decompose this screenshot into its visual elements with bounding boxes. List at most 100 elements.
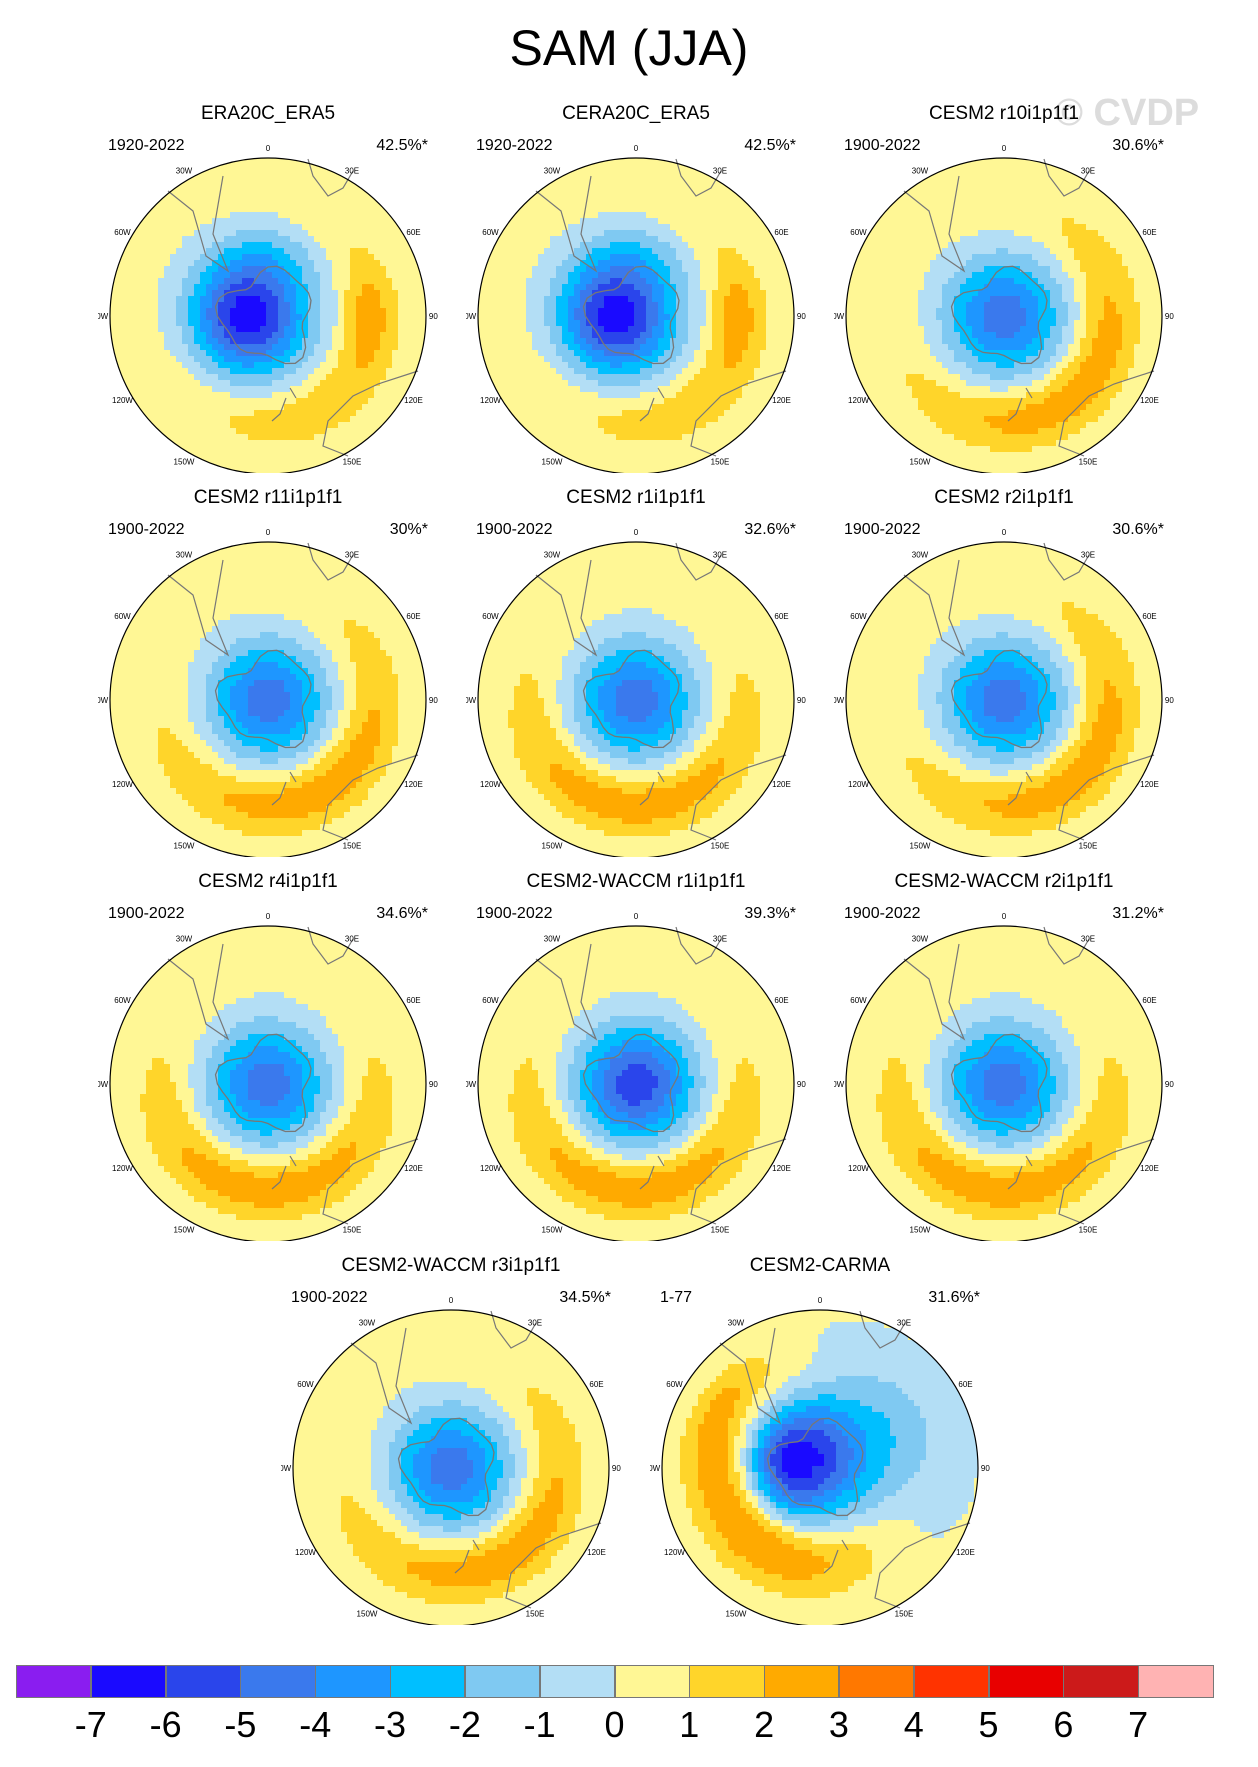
new-zealand-coastline	[639, 387, 665, 422]
colorbar-swatch	[165, 1665, 241, 1698]
field-shading	[110, 158, 426, 473]
antarctica-coastline	[950, 649, 1048, 749]
longitude-label: 30W	[176, 167, 193, 176]
south-america-coastline	[719, 1327, 782, 1425]
longitude-label: 30W	[544, 935, 561, 944]
panel-variance-percent: 32.6%*	[744, 521, 796, 539]
polar-map: 030E60E90E120E150E180150W120W90W60W30W	[98, 528, 438, 857]
longitude-label: 120E	[956, 1548, 975, 1557]
antarctica-coastline	[766, 1417, 864, 1517]
australia-coastline	[505, 1522, 602, 1609]
longitude-label: 90E	[797, 312, 806, 321]
longitude-label: 120W	[480, 396, 501, 405]
colorbar-tick-label: -4	[285, 1705, 345, 1745]
panel-period: 1900-2022	[844, 905, 921, 923]
longitude-label: 90E	[1165, 1080, 1174, 1089]
longitude-label: 60W	[482, 612, 499, 621]
panel-title: CESM2 r1i1p1f1	[466, 487, 806, 509]
panel-variance-percent: 31.6%*	[928, 1289, 980, 1307]
longitude-label: 60E	[958, 1380, 972, 1389]
map-panel: 030E60E90E120E150E180150W120W90W60W30WCE…	[834, 871, 1174, 1241]
antarctica-coastline	[582, 265, 680, 365]
colorbar-tick-label: -6	[136, 1705, 196, 1745]
longitude-label: 60W	[850, 228, 867, 237]
colorbar-swatch	[240, 1665, 316, 1698]
new-zealand-coastline	[271, 1155, 297, 1190]
antarctica-coastline	[397, 1417, 495, 1517]
polar-map: 030E60E90E120E150E180150W120W90W60W30W	[834, 528, 1174, 857]
longitude-label: 30W	[912, 551, 929, 560]
colorbar-swatch	[16, 1665, 92, 1698]
africa-coastline	[490, 1310, 537, 1349]
colorbar-labels: -7 -6 -5 -4 -3 -2 -1 0 1 2 3 4 5 6 7	[0, 1705, 1258, 1745]
longitude-label: 30W	[176, 551, 193, 560]
longitude-label: 60E	[406, 612, 420, 621]
map-border	[109, 157, 427, 473]
africa-coastline	[307, 926, 354, 965]
field-shading	[846, 158, 1162, 473]
new-zealand-coastline	[1007, 771, 1033, 806]
new-zealand-coastline	[271, 771, 297, 806]
longitude-label: 90E	[1165, 312, 1174, 321]
longitude-label: 120W	[848, 1164, 869, 1173]
longitude-label: 150E	[343, 458, 362, 467]
longitude-label: 120W	[295, 1548, 316, 1557]
longitude-label: 60E	[774, 228, 788, 237]
longitude-label: 30E	[713, 551, 727, 560]
south-america-coastline	[167, 943, 230, 1041]
map-border	[661, 1309, 979, 1625]
colorbar-swatch	[464, 1665, 541, 1698]
panel-variance-percent: 30.6%*	[1112, 137, 1164, 155]
longitude-label: 30E	[1081, 551, 1095, 560]
longitude-label: 90E	[429, 1080, 438, 1089]
figure-title: SAM (JJA)	[0, 18, 1258, 78]
panel-period: 1900-2022	[108, 905, 185, 923]
longitude-label: 60W	[297, 1380, 314, 1389]
colorbar-tick-label: 4	[884, 1705, 944, 1745]
longitude-label: 150W	[542, 1226, 563, 1235]
longitude-label: 90E	[797, 696, 806, 705]
colorbar-swatch	[913, 1665, 990, 1698]
longitude-label: 30W	[359, 1319, 376, 1328]
longitude-label: 150E	[895, 1610, 914, 1619]
polar-map: 030E60E90E120E150E180150W120W90W60W30W	[466, 528, 806, 857]
longitude-label: 0	[1002, 912, 1007, 921]
longitude-label: 90E	[612, 1464, 621, 1473]
longitude-label: 0	[1002, 144, 1007, 153]
longitude-label: 120E	[772, 1164, 791, 1173]
polar-map: 030E60E90E120E150E180150W120W90W60W30W	[98, 144, 438, 473]
south-america-coastline	[167, 175, 230, 273]
colorbar-tick-label: 7	[1108, 1705, 1168, 1745]
panel-variance-percent: 34.6%*	[376, 905, 428, 923]
colorbar-tick-label: 3	[809, 1705, 869, 1745]
australia-coastline	[322, 1138, 419, 1225]
colorbar-tick-label: -3	[360, 1705, 420, 1745]
map-border	[477, 541, 795, 857]
australia-coastline	[1058, 1138, 1155, 1225]
map-panel: 030E60E90E120E150E180150W120W90W60W30WCE…	[281, 1255, 621, 1625]
panel-title: CERA20C_ERA5	[466, 103, 806, 125]
colorbar-swatch	[689, 1665, 765, 1698]
south-america-coastline	[535, 559, 598, 657]
polar-map: 030E60E90E120E150E180150W120W90W60W30W	[466, 144, 806, 473]
panel-variance-percent: 30%*	[390, 521, 428, 539]
polar-map: 030E60E90E120E150E180150W120W90W60W30W	[466, 912, 806, 1241]
south-america-coastline	[903, 943, 966, 1041]
antarctica-coastline	[214, 1033, 312, 1133]
map-border	[109, 541, 427, 857]
longitude-label: 120W	[664, 1548, 685, 1557]
longitude-label: 120E	[404, 396, 423, 405]
field-shading	[846, 542, 1162, 857]
panel-variance-percent: 31.2%*	[1112, 905, 1164, 923]
panel-period: 1920-2022	[108, 137, 185, 155]
longitude-label: 0	[818, 1296, 823, 1305]
longitude-label: 150E	[1079, 842, 1098, 851]
longitude-label: 0	[449, 1296, 454, 1305]
longitude-label: 30E	[345, 935, 359, 944]
panel-period: 1-77	[660, 1289, 692, 1307]
longitude-label: 150W	[910, 458, 931, 467]
colorbar	[16, 1665, 1214, 1698]
longitude-label: 60E	[406, 228, 420, 237]
longitude-label: 30E	[713, 167, 727, 176]
longitude-label: 30E	[897, 1319, 911, 1328]
